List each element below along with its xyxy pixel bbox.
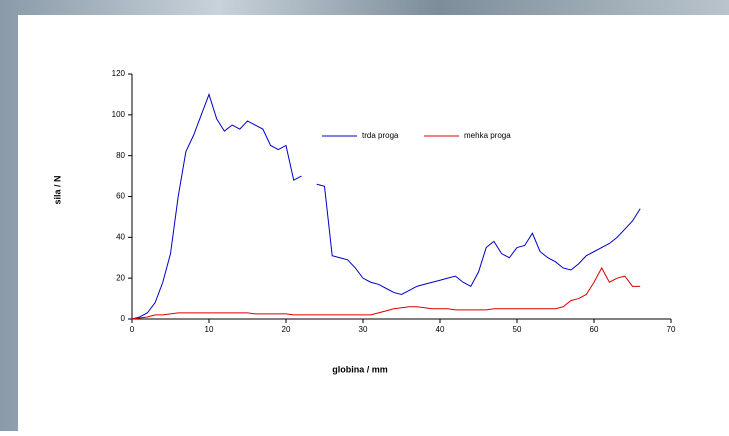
panel — [18, 15, 729, 431]
y-tick-label: 80 — [116, 151, 125, 160]
x-axis-title: globina / mm — [332, 364, 388, 374]
y-axis-title: sila / N — [52, 175, 62, 204]
x-tick-label: 50 — [513, 325, 522, 334]
legend-label: trda proga — [362, 131, 399, 140]
x-tick-label: 40 — [436, 325, 445, 334]
series-line — [131, 92, 641, 320]
x-tick-label: 30 — [359, 325, 368, 334]
y-tick-label: 0 — [121, 314, 126, 323]
x-tick-label: 20 — [282, 325, 291, 334]
legend-label: mehka proga — [464, 131, 511, 140]
x-tick-label: 60 — [590, 325, 599, 334]
x-tick-label: 10 — [205, 325, 214, 334]
y-tick-label: 40 — [116, 232, 125, 241]
y-tick-label: 20 — [116, 273, 125, 282]
x-tick-label: 70 — [667, 325, 676, 334]
y-tick-label: 60 — [116, 192, 125, 201]
series-line — [131, 266, 641, 320]
x-tick-label: 0 — [130, 325, 135, 334]
y-tick-label: 120 — [112, 69, 126, 78]
y-tick-label: 100 — [112, 110, 126, 119]
